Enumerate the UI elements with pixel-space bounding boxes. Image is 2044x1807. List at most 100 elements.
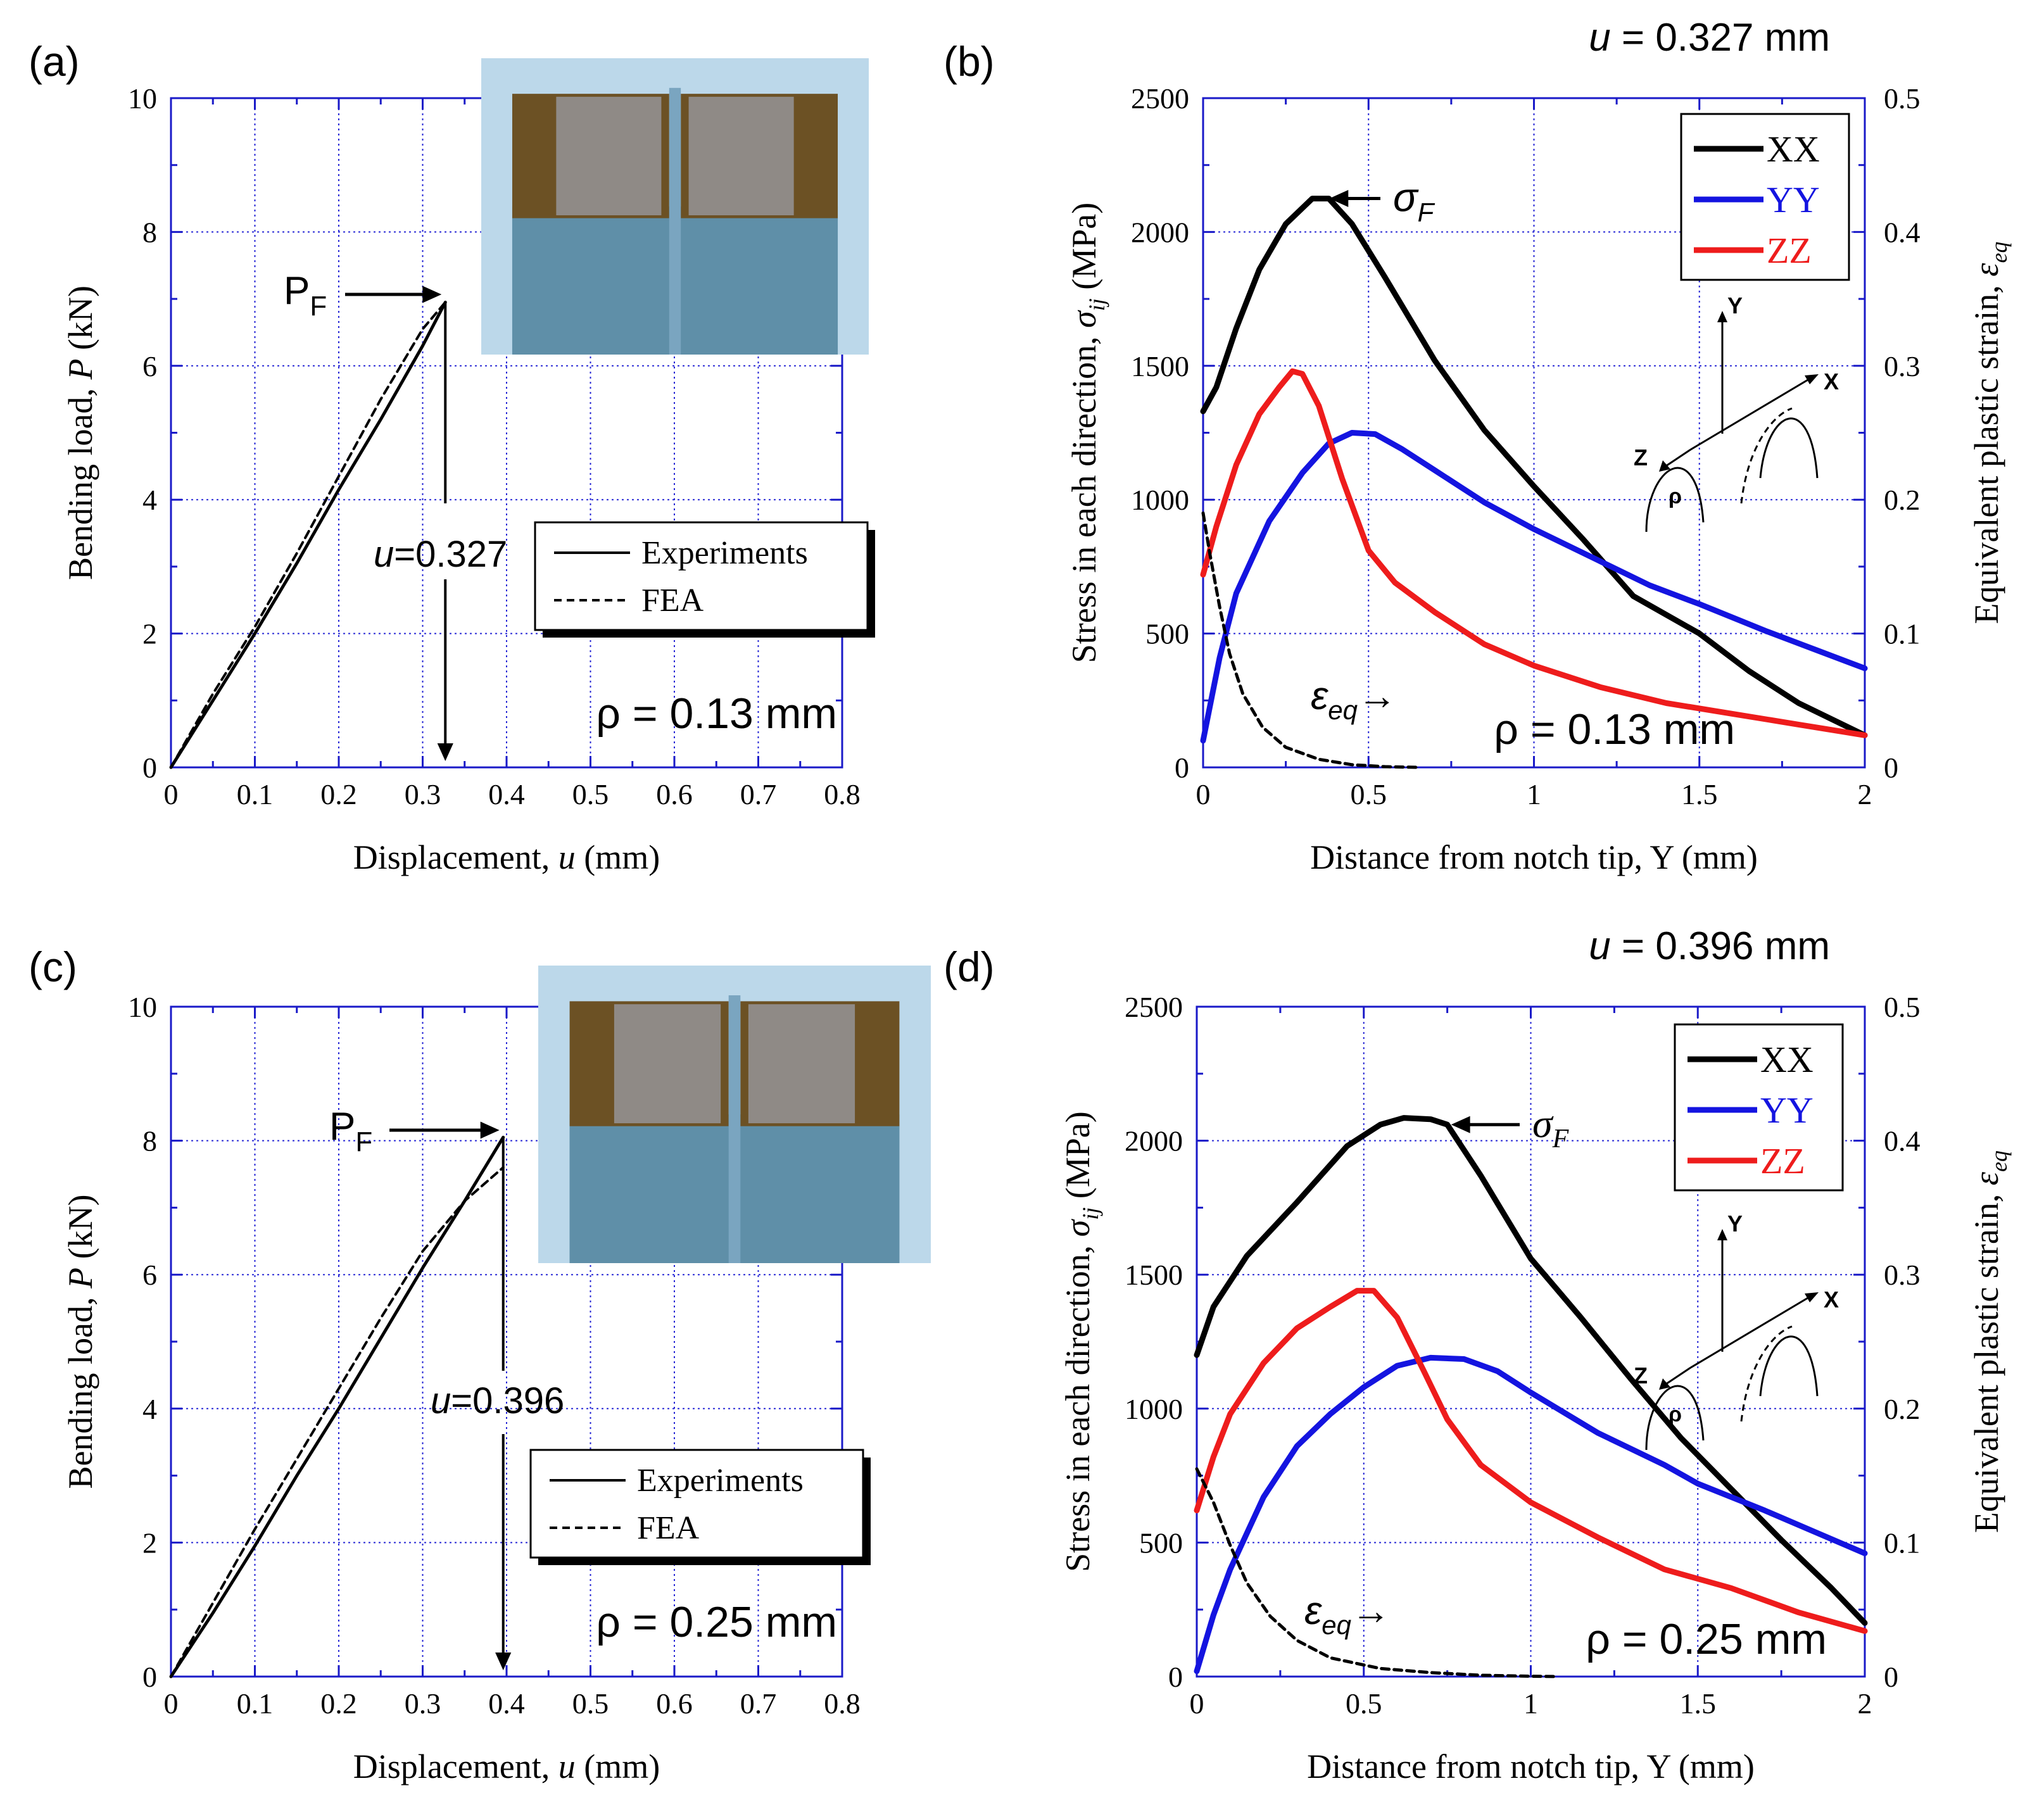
- text-span: eq: [1322, 1610, 1351, 1640]
- specimen-lower: [512, 218, 669, 355]
- text-span: (kN): [61, 1195, 99, 1268]
- y-tick-label: 2: [142, 1527, 157, 1559]
- series-fea: [170, 1166, 505, 1678]
- y-axis-label: Stress in each direction, σij (MPa): [1065, 203, 1109, 664]
- text-span: P: [329, 1105, 355, 1149]
- text-span: u: [431, 1380, 451, 1421]
- inset-y-label: Y: [1727, 1211, 1743, 1237]
- y2-axis-label: Equivalent plastic strain, εeq: [1967, 241, 2012, 624]
- y-tick-label: 8: [142, 1125, 157, 1157]
- text-span: = 0.396 mm: [1611, 924, 1830, 968]
- text-span: P: [284, 269, 310, 313]
- legend-label: Experiments: [641, 535, 808, 571]
- top-title: u = 0.327 mm: [1589, 16, 1830, 60]
- text-span: Bending load,: [61, 380, 99, 580]
- text-span: F: [310, 291, 327, 322]
- inset-notch-back: [1759, 417, 1819, 479]
- x-tick-label: 0.5: [1351, 778, 1387, 810]
- y-tick-label: 2000: [1131, 216, 1189, 248]
- text-span: ε: [1967, 263, 2005, 277]
- text-span: Bending load,: [61, 1288, 99, 1489]
- pf-label: PF: [329, 1105, 372, 1157]
- x-tick-label: 0.2: [320, 778, 357, 810]
- text-span: u: [1589, 924, 1610, 968]
- inset-z-arrow: [1659, 460, 1670, 472]
- series-fea: [170, 301, 447, 769]
- y-tick-label: 10: [128, 82, 157, 115]
- sigma-f-label: σF: [1393, 175, 1435, 227]
- y2-tick-label: 0: [1884, 752, 1898, 784]
- y-tick-label: 2500: [1125, 991, 1183, 1023]
- text-span: σ: [1393, 175, 1419, 220]
- u-label: u=0.327: [374, 534, 507, 575]
- legend-box: [534, 521, 869, 631]
- text-span: →: [1358, 674, 1397, 718]
- text-span: ε: [1311, 674, 1328, 718]
- legend-label: FEA: [637, 1510, 700, 1546]
- inset-x-arrow: [1805, 374, 1819, 384]
- arrow-head: [495, 1653, 512, 1670]
- inset-x-axis: [1690, 1295, 1812, 1369]
- text-span: =0.396: [451, 1380, 564, 1421]
- x-tick-label: 0.8: [824, 778, 861, 810]
- specimen-gap: [728, 995, 741, 1263]
- y2-axis-label: Equivalent plastic strain, εeq: [1967, 1150, 2012, 1533]
- x-axis-label: Displacement, u (mm): [353, 1747, 660, 1785]
- y2-tick-label: 0.1: [1884, 1527, 1921, 1559]
- x-tick-label: 2: [1858, 778, 1872, 810]
- y-tick-label: 4: [142, 484, 157, 516]
- text-span: Displacement,: [353, 838, 558, 876]
- arrow-head: [480, 1121, 500, 1139]
- y-tick-label: 0: [1168, 1661, 1183, 1693]
- y-axis-label: Bending load, P (kN): [61, 286, 99, 580]
- rho-label: ρ = 0.25 mm: [596, 1598, 837, 1646]
- y-tick-label: 0: [1175, 752, 1189, 784]
- text-span: (mm): [576, 1747, 660, 1785]
- eps-eq-label: εeq→: [1311, 674, 1397, 725]
- text-span: u: [374, 534, 394, 575]
- rho-label: ρ = 0.13 mm: [1494, 705, 1735, 753]
- specimen-lower: [740, 1126, 900, 1263]
- x-tick-label: 0: [164, 1687, 179, 1720]
- arrow-head: [437, 743, 453, 761]
- fracture-surface: [614, 1004, 721, 1124]
- inset-z-label: Z: [1634, 1363, 1648, 1388]
- text-span: Equivalent plastic strain,: [1967, 1185, 2005, 1533]
- rho-label: ρ = 0.13 mm: [596, 689, 837, 738]
- x-tick-label: 0.3: [405, 1687, 441, 1720]
- y-tick-label: 6: [142, 350, 157, 382]
- text-span: ε: [1304, 1589, 1322, 1633]
- text-span: Equivalent plastic strain,: [1967, 277, 2005, 624]
- inset-x-label: X: [1824, 1287, 1839, 1313]
- legend-label: ZZ: [1767, 230, 1812, 271]
- legend-label: XX: [1760, 1039, 1814, 1080]
- series-eq: [1195, 1467, 1560, 1678]
- inset-x-label: X: [1824, 368, 1839, 394]
- y2-tick-label: 0.4: [1884, 1125, 1921, 1157]
- coordinate-inset: Y X Zρ: [1634, 293, 1839, 532]
- y2-tick-label: 0.2: [1884, 484, 1921, 516]
- y2-tick-label: 0.5: [1884, 991, 1921, 1023]
- series-xx: [1200, 196, 1868, 738]
- y-tick-label: 1000: [1131, 484, 1189, 516]
- inset-x-arrow: [1805, 1292, 1819, 1302]
- x-tick-label: 0: [164, 778, 179, 810]
- text-span: ij: [1078, 1207, 1103, 1220]
- panel-a: 0 0.1 0.2 0.3 0.4 0.5 0.6 0.7 0.8 0 2 4 6 8 10 (a) Displ…: [28, 38, 875, 876]
- specimen-gap: [669, 87, 681, 355]
- text-span: ij: [1084, 298, 1109, 311]
- x-tick-label: 1: [1524, 1687, 1538, 1720]
- panel-d: 0 0.5 1 1.5 20500100015002000250000.10.20.30…: [943, 924, 2012, 1785]
- y-tick-label: 2000: [1125, 1125, 1183, 1157]
- text-span: σ: [1065, 310, 1103, 328]
- y2-tick-label: 0.5: [1884, 82, 1921, 115]
- y-tick-label: 2500: [1131, 82, 1189, 115]
- y-tick-label: 1000: [1125, 1393, 1183, 1425]
- text-span: P: [61, 359, 99, 381]
- panel-label: (b): [943, 38, 995, 85]
- y-tick-label: 500: [1139, 1527, 1183, 1559]
- text-span: u: [1589, 16, 1610, 60]
- y2-tick-label: 0: [1884, 1661, 1898, 1693]
- text-span: (MPa): [1059, 1111, 1097, 1207]
- text-span: Stress in each direction,: [1059, 1237, 1097, 1571]
